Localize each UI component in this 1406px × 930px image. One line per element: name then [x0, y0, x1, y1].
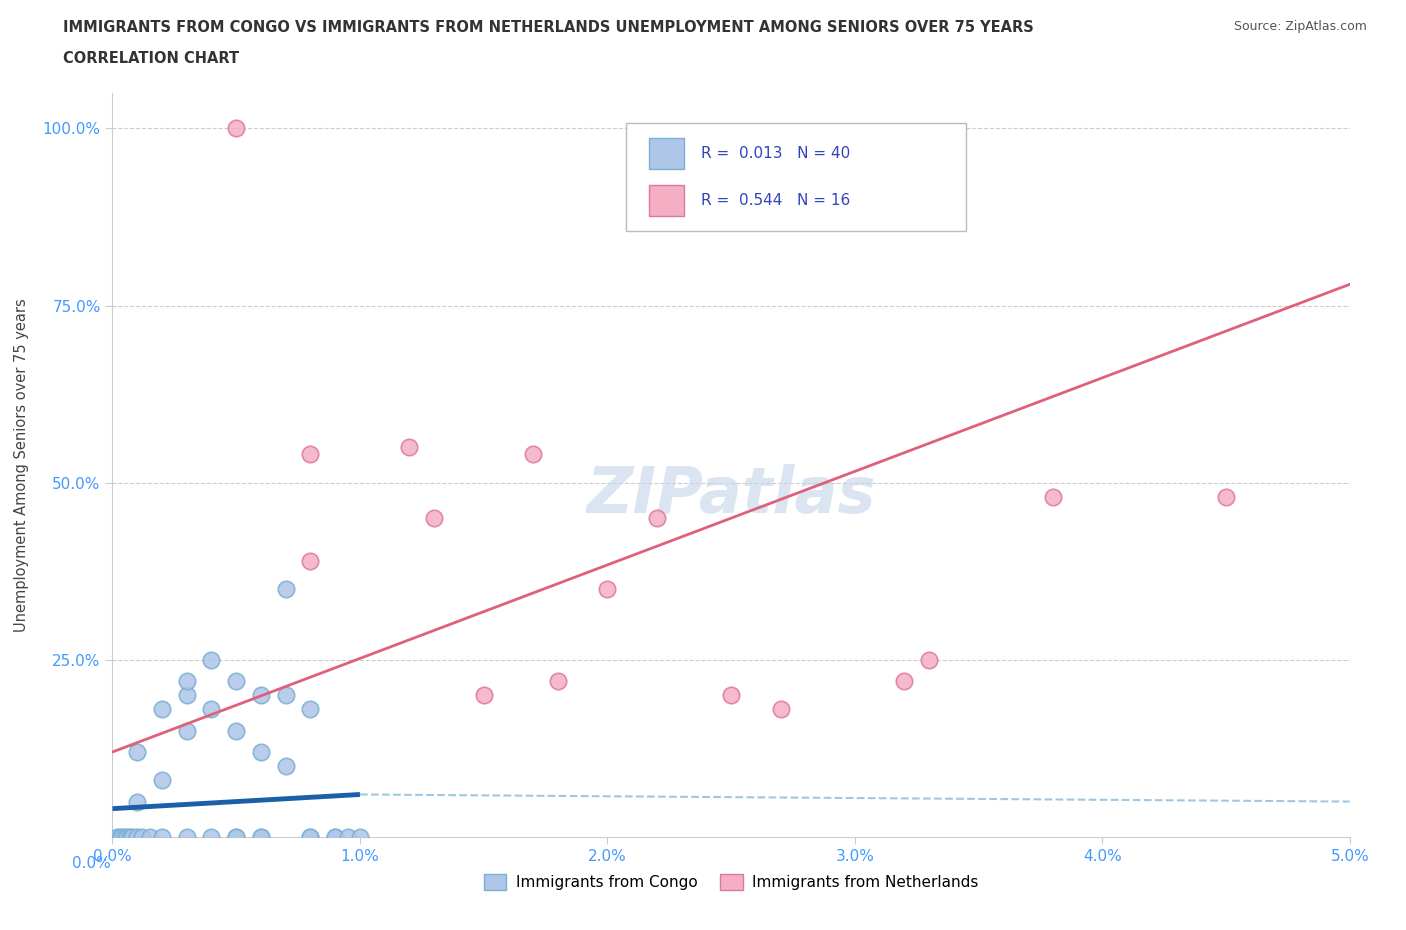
Point	[250, 745, 273, 760]
Point	[200, 702, 222, 717]
Point	[423, 511, 446, 525]
Point	[138, 830, 160, 844]
Point	[118, 830, 141, 844]
Point	[176, 688, 198, 703]
Point	[107, 830, 129, 844]
Point	[225, 830, 247, 844]
Point	[108, 830, 131, 844]
Point	[150, 702, 173, 717]
Point	[114, 830, 136, 844]
Point	[918, 653, 941, 668]
Point	[225, 724, 247, 738]
Point	[299, 553, 322, 568]
Point	[1042, 489, 1064, 504]
Point	[111, 830, 134, 844]
Point	[1215, 489, 1237, 504]
Point	[274, 581, 297, 596]
Point	[150, 830, 173, 844]
Legend: Immigrants from Congo, Immigrants from Netherlands: Immigrants from Congo, Immigrants from N…	[478, 868, 984, 897]
Point	[176, 724, 198, 738]
Point	[176, 830, 198, 844]
Point	[645, 511, 668, 525]
Point	[720, 688, 742, 703]
Text: R =  0.013   N = 40: R = 0.013 N = 40	[702, 146, 851, 161]
Point	[323, 830, 346, 844]
Point	[127, 830, 149, 844]
Point	[274, 759, 297, 774]
Point	[336, 830, 359, 844]
Point	[349, 830, 371, 844]
Text: 0.0%: 0.0%	[73, 856, 111, 870]
Point	[200, 653, 222, 668]
Point	[299, 830, 322, 844]
Point	[299, 702, 322, 717]
Point	[117, 830, 139, 844]
Point	[893, 673, 915, 688]
Text: Source: ZipAtlas.com: Source: ZipAtlas.com	[1233, 20, 1367, 33]
Point	[150, 773, 173, 788]
Text: ZIPatlas: ZIPatlas	[586, 464, 876, 525]
Point	[522, 447, 544, 462]
Point	[769, 702, 792, 717]
Point	[250, 688, 273, 703]
FancyBboxPatch shape	[626, 123, 966, 231]
Point	[299, 447, 322, 462]
Point	[225, 830, 247, 844]
Text: IMMIGRANTS FROM CONGO VS IMMIGRANTS FROM NETHERLANDS UNEMPLOYMENT AMONG SENIORS : IMMIGRANTS FROM CONGO VS IMMIGRANTS FROM…	[63, 20, 1033, 35]
Point	[225, 673, 247, 688]
Y-axis label: Unemployment Among Seniors over 75 years: Unemployment Among Seniors over 75 years	[14, 299, 28, 631]
Point	[127, 745, 149, 760]
Point	[131, 830, 153, 844]
Point	[176, 673, 198, 688]
Point	[398, 440, 420, 455]
Point	[274, 688, 297, 703]
Point	[547, 673, 569, 688]
Point	[596, 581, 619, 596]
FancyBboxPatch shape	[650, 184, 685, 216]
Point	[323, 830, 346, 844]
Point	[250, 830, 273, 844]
Text: R =  0.544   N = 16: R = 0.544 N = 16	[702, 193, 851, 207]
Point	[121, 830, 143, 844]
FancyBboxPatch shape	[650, 138, 685, 169]
Point	[127, 794, 149, 809]
Point	[225, 121, 247, 136]
Point	[472, 688, 495, 703]
Point	[200, 830, 222, 844]
Text: CORRELATION CHART: CORRELATION CHART	[63, 51, 239, 66]
Point	[250, 830, 273, 844]
Point	[299, 830, 322, 844]
